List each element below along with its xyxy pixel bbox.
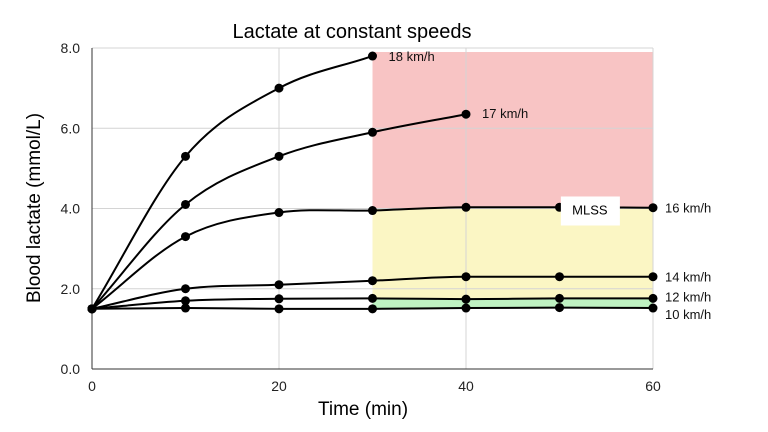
data-point <box>555 303 564 313</box>
data-point <box>181 232 190 242</box>
data-point <box>555 293 564 303</box>
chart-title: Lactate at constant speeds <box>232 21 471 43</box>
series-label: 10 km/h <box>665 307 711 322</box>
data-point <box>274 294 284 304</box>
data-point <box>181 151 190 161</box>
data-point <box>461 294 471 304</box>
series-label: 14 km/h <box>665 270 711 285</box>
series-line <box>91 113 467 310</box>
data-point <box>181 303 190 313</box>
zone-rect-2 <box>372 298 653 309</box>
data-point <box>368 51 377 61</box>
data-point <box>274 208 284 218</box>
zone-rect-0 <box>372 52 653 209</box>
data-point <box>461 109 471 119</box>
series-label: 16 km/h <box>665 201 711 216</box>
data-point <box>648 203 658 213</box>
data-point <box>648 303 658 313</box>
series-label: 17 km/h <box>482 106 528 121</box>
data-point <box>555 272 564 282</box>
data-point <box>368 206 377 216</box>
axes-layer: 0.0 2.0 4.0 6.0 8.0 0 20 40 60 <box>61 40 661 394</box>
x-axis-title: Time (min) <box>318 399 408 420</box>
y-tick-label: 0.0 <box>61 361 81 377</box>
mlss-label: MLSS <box>572 203 608 218</box>
data-point <box>368 293 377 303</box>
mlss-label-box <box>560 196 620 226</box>
x-tick-label: 0 <box>88 378 96 394</box>
x-tick-label: 60 <box>645 378 661 394</box>
data-point <box>368 304 377 314</box>
curves-layer <box>87 51 658 314</box>
data-point <box>648 293 658 303</box>
data-point <box>648 272 658 282</box>
data-point <box>274 151 284 161</box>
y-tick-label: 2.0 <box>61 281 81 297</box>
series-label: 18 km/h <box>389 49 435 64</box>
y-tick-label: 6.0 <box>61 120 81 136</box>
data-point <box>461 272 471 282</box>
data-point <box>181 199 190 209</box>
zones-layer <box>372 52 653 309</box>
data-point <box>87 304 97 314</box>
y-axis-title: Blood lactate (mmol/L) <box>24 113 45 303</box>
data-point <box>461 303 471 313</box>
data-point <box>181 284 190 294</box>
data-point <box>274 83 284 93</box>
y-tick-label: 4.0 <box>61 201 81 217</box>
y-tick-label: 8.0 <box>61 40 81 56</box>
data-point <box>274 304 284 314</box>
data-point <box>368 276 377 286</box>
data-point <box>181 296 190 306</box>
x-tick-label: 40 <box>458 378 474 394</box>
x-tick-label: 20 <box>271 378 287 394</box>
series-label: 12 km/h <box>665 289 711 304</box>
series-line <box>91 55 373 310</box>
data-point <box>274 280 284 290</box>
labels-layer: 18 km/h 17 km/h 16 km/h 14 km/h 12 km/h 10 km… <box>389 49 712 322</box>
data-point <box>461 202 471 212</box>
data-point <box>368 127 377 137</box>
